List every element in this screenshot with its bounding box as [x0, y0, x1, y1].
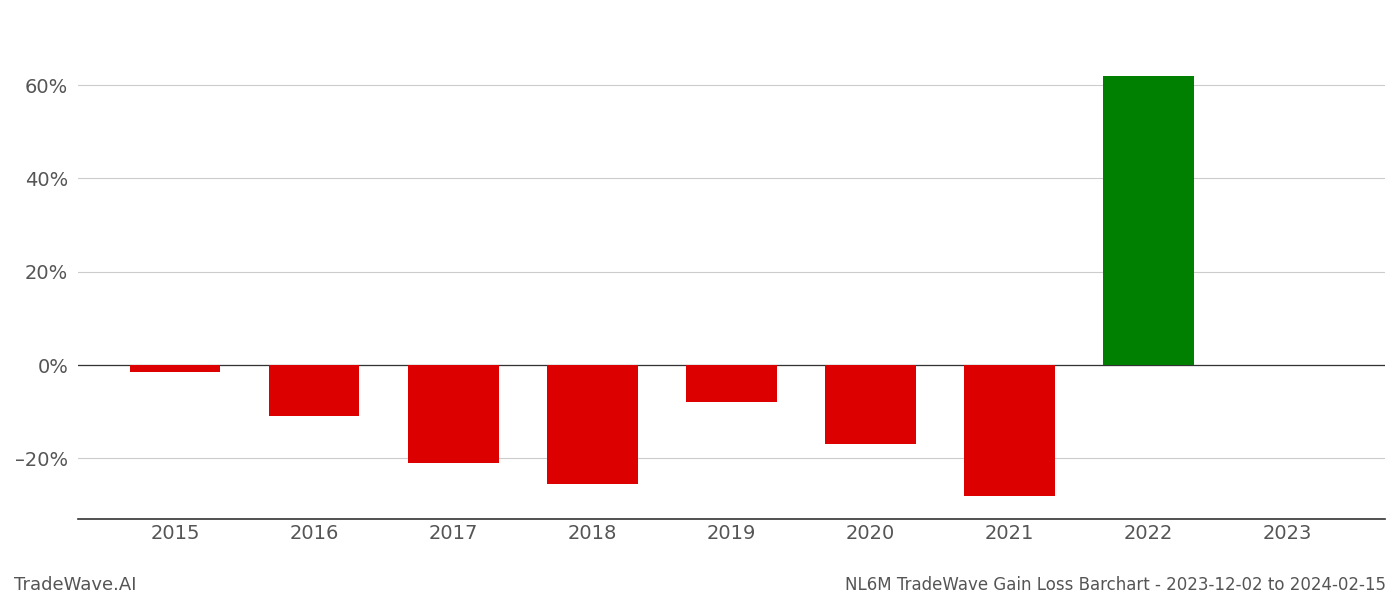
Bar — [547, 365, 637, 484]
Text: TradeWave.AI: TradeWave.AI — [14, 576, 137, 594]
Bar — [130, 365, 220, 372]
Bar — [269, 365, 360, 416]
Bar — [409, 365, 498, 463]
Bar — [686, 365, 777, 403]
Bar — [1103, 76, 1194, 365]
Text: NL6M TradeWave Gain Loss Barchart - 2023-12-02 to 2024-02-15: NL6M TradeWave Gain Loss Barchart - 2023… — [846, 576, 1386, 594]
Bar — [825, 365, 916, 445]
Bar — [965, 365, 1054, 496]
